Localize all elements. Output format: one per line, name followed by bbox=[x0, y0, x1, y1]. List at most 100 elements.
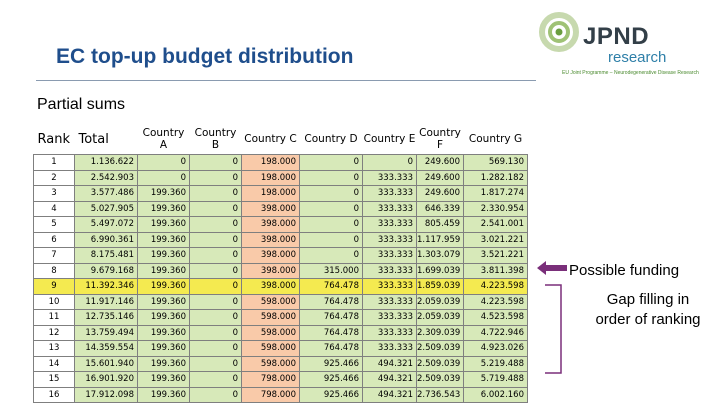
table-cell: 3.577.486 bbox=[74, 185, 138, 202]
table-row: 7 8.175.481 199.360 0 398.000 0 333.333 1.303.0… bbox=[33, 247, 528, 264]
gap-filling-line-2: order of ranking bbox=[595, 311, 701, 328]
table-cell: 598.000 bbox=[241, 324, 300, 341]
logo-tagline: EU Joint Programme – Neurodegenerative D… bbox=[562, 70, 699, 76]
table-cell: 3.521.221 bbox=[463, 247, 528, 264]
table-cell: 598.000 bbox=[241, 309, 300, 326]
table-header-row: Rank Total Country A Country B Country C Coun… bbox=[34, 124, 528, 155]
table-cell: 4.223.598 bbox=[463, 278, 528, 295]
table-cell: 199.360 bbox=[137, 216, 190, 233]
table-cell: 249.600 bbox=[416, 154, 464, 171]
table-cell: 0 bbox=[189, 355, 242, 372]
table-cell: 199.360 bbox=[137, 309, 190, 326]
rank-cell: 5 bbox=[33, 216, 75, 233]
column-header: Country F bbox=[419, 127, 461, 151]
table-cell: 9.679.168 bbox=[74, 262, 138, 279]
table-cell: 14.359.554 bbox=[74, 340, 138, 357]
column-header: Country E bbox=[363, 133, 416, 145]
table-cell: 0 bbox=[189, 386, 242, 403]
table-cell: 333.333 bbox=[362, 262, 417, 279]
table-cell: 598.000 bbox=[241, 340, 300, 357]
table-cell: 199.360 bbox=[137, 324, 190, 341]
table-cell: 0 bbox=[189, 324, 242, 341]
table-cell: 1.859.039 bbox=[416, 278, 464, 295]
column-header: Rank bbox=[37, 131, 70, 147]
table-cell: 333.333 bbox=[362, 293, 417, 310]
table-cell: 598.000 bbox=[241, 355, 300, 372]
table-cell: 333.333 bbox=[362, 185, 417, 202]
table-cell: 0 bbox=[299, 169, 363, 186]
table-cell: 333.333 bbox=[362, 340, 417, 357]
table-cell: 1.817.274 bbox=[463, 185, 528, 202]
table-cell: 805.459 bbox=[416, 216, 464, 233]
table-cell: 925.466 bbox=[299, 371, 363, 388]
table-cell: 333.333 bbox=[362, 247, 417, 264]
table-cell: 925.466 bbox=[299, 386, 363, 403]
table-cell: 925.466 bbox=[299, 355, 363, 372]
table-cell: 5.219.488 bbox=[463, 355, 528, 372]
bracket-icon bbox=[545, 284, 562, 374]
table-row: 15 16.901.920 199.360 0 798.000 925.466 494.32… bbox=[33, 371, 528, 388]
table-cell: 1.117.959 bbox=[416, 231, 464, 248]
table-cell: 333.333 bbox=[362, 324, 417, 341]
table-row: 1 1.136.622 0 0 198.000 0 0 249.600 569.130 bbox=[33, 154, 528, 171]
table-cell: 16.901.920 bbox=[74, 371, 138, 388]
table-cell: 3.811.398 bbox=[463, 262, 528, 279]
table-cell: 0 bbox=[189, 371, 242, 388]
table-cell: 2.509.039 bbox=[416, 355, 464, 372]
table-cell: 199.360 bbox=[137, 293, 190, 310]
table-cell: 646.339 bbox=[416, 200, 464, 217]
rank-cell: 9 bbox=[33, 278, 75, 295]
table-cell: 764.478 bbox=[299, 340, 363, 357]
rank-cell: 2 bbox=[33, 169, 75, 186]
table-cell: 764.478 bbox=[299, 309, 363, 326]
table-cell: 15.601.940 bbox=[74, 355, 138, 372]
table-cell: 2.309.039 bbox=[416, 324, 464, 341]
table-row: 4 5.027.905 199.360 0 398.000 0 333.333 646.339… bbox=[33, 200, 528, 217]
table-cell: 0 bbox=[189, 247, 242, 264]
table-cell: 199.360 bbox=[137, 355, 190, 372]
table-cell: 4.223.598 bbox=[463, 293, 528, 310]
table-cell: 199.360 bbox=[137, 386, 190, 403]
table-cell: 333.333 bbox=[362, 216, 417, 233]
table-cell: 6.990.361 bbox=[74, 231, 138, 248]
table-cell: 0 bbox=[189, 278, 242, 295]
table-cell: 398.000 bbox=[241, 278, 300, 295]
rank-cell: 7 bbox=[33, 247, 75, 264]
rank-cell: 10 bbox=[33, 293, 75, 310]
table-cell: 0 bbox=[299, 231, 363, 248]
table-row: 5 5.497.072 199.360 0 398.000 0 333.333 805.459… bbox=[33, 216, 528, 233]
table-caption: Partial sums bbox=[37, 96, 126, 113]
column-header: Country C bbox=[244, 133, 297, 145]
table-cell: 494.321 bbox=[362, 371, 417, 388]
table-cell: 13.759.494 bbox=[74, 324, 138, 341]
table-cell: 0 bbox=[189, 231, 242, 248]
logo-wordmark: JPND bbox=[583, 23, 650, 50]
table-cell: 2.059.039 bbox=[416, 293, 464, 310]
table-cell: 0 bbox=[299, 185, 363, 202]
table-cell: 2.509.039 bbox=[416, 340, 464, 357]
title-underline bbox=[36, 80, 536, 81]
table-cell: 398.000 bbox=[241, 200, 300, 217]
gap-filling-note: Gap filling in order of ranking bbox=[578, 290, 718, 330]
column-header: Country G bbox=[468, 133, 523, 145]
column-header: Country B bbox=[194, 127, 237, 151]
table-cell: 798.000 bbox=[241, 371, 300, 388]
table-row: 10 11.917.146 199.360 0 598.000 764.478 333.33… bbox=[33, 293, 528, 310]
table-cell: 4.523.598 bbox=[463, 309, 528, 326]
table-cell: 0 bbox=[137, 154, 190, 171]
table-cell: 0 bbox=[299, 247, 363, 264]
table-cell: 333.333 bbox=[362, 200, 417, 217]
logo-subtext: research bbox=[608, 49, 667, 66]
table-body: 1 1.136.622 0 0 198.000 0 0 249.600 569.130 2 2.54… bbox=[33, 154, 528, 403]
table-cell: 764.478 bbox=[299, 293, 363, 310]
table-cell: 2.059.039 bbox=[416, 309, 464, 326]
table-cell: 1.136.622 bbox=[74, 154, 138, 171]
table-cell: 1.303.079 bbox=[416, 247, 464, 264]
table-cell: 398.000 bbox=[241, 247, 300, 264]
table-row: 6 6.990.361 199.360 0 398.000 0 333.333 1.117.9… bbox=[33, 231, 528, 248]
table-cell: 764.478 bbox=[299, 324, 363, 341]
table-cell: 0 bbox=[189, 262, 242, 279]
table-cell: 764.478 bbox=[299, 278, 363, 295]
rank-cell: 16 bbox=[33, 386, 75, 403]
table-cell: 2.542.903 bbox=[74, 169, 138, 186]
